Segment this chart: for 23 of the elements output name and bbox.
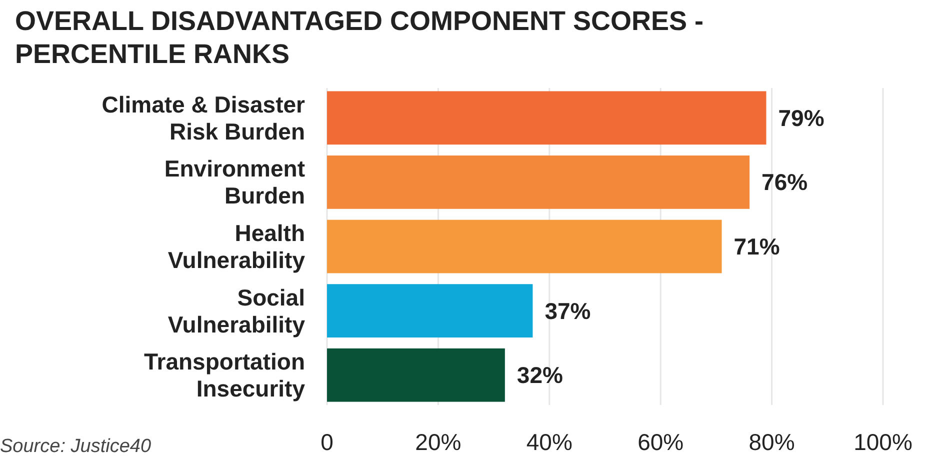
data-label: 37% <box>544 298 591 324</box>
x-tick-label: 0 <box>320 429 334 455</box>
data-label: 71% <box>734 234 780 260</box>
bar <box>327 220 722 274</box>
x-tick-label: 100% <box>854 429 912 455</box>
x-tick-label: 80% <box>748 429 795 455</box>
y-tick-label: Environment Burden <box>164 156 306 209</box>
bar <box>327 348 505 402</box>
data-label: 76% <box>762 169 808 196</box>
bar <box>327 156 750 209</box>
bar <box>327 91 766 145</box>
source-note: Source: Justice40 <box>0 436 152 457</box>
x-tick-label: 60% <box>638 429 684 455</box>
bar <box>327 284 533 338</box>
data-label: 32% <box>516 362 563 388</box>
y-tick-label: Transportation Insecurity <box>144 348 306 402</box>
data-label: 79% <box>778 104 824 131</box>
x-tick-label: 40% <box>526 429 572 455</box>
x-tick-label: 20% <box>415 429 462 455</box>
y-tick-label: Social Vulnerability <box>168 284 306 338</box>
chart-title: OVERALL DISADVANTAGED COMPONENT SCORES - PERCENTILE RANKS <box>15 6 704 69</box>
y-tick-label: Climate & Disaster Risk Burden <box>102 91 306 144</box>
y-tick-label: Health Vulnerability <box>168 220 306 273</box>
